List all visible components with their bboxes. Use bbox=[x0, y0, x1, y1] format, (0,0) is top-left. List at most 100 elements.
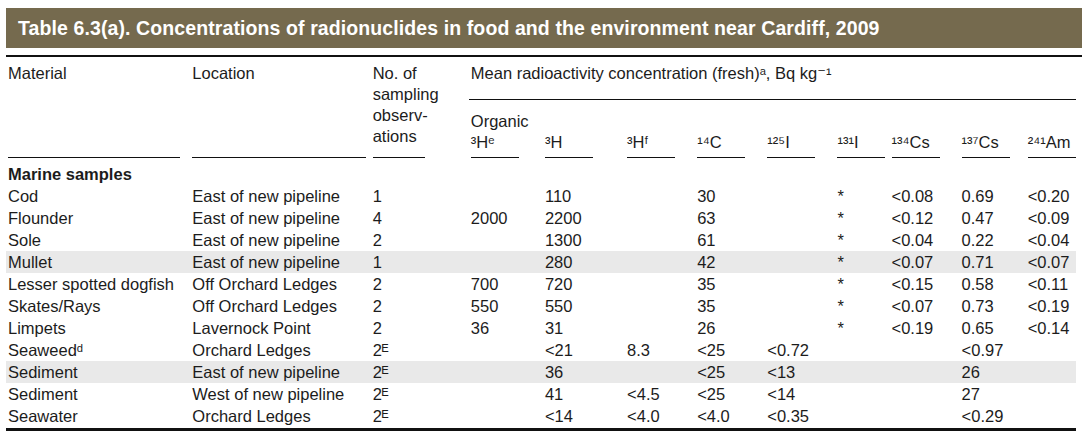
value-cell: <25 bbox=[695, 361, 765, 383]
section-row-marine-samples: Marine samples bbox=[6, 161, 1076, 185]
value-cell bbox=[1026, 405, 1076, 427]
value-cell: 1300 bbox=[543, 229, 625, 251]
table-row: Skates/RaysOff Orchard Ledges255055035*<… bbox=[6, 295, 1076, 317]
header-underline bbox=[8, 157, 180, 159]
value-cell: 550 bbox=[543, 295, 625, 317]
value-cell: <0.35 bbox=[765, 405, 835, 427]
column-header-134cs: ¹³⁴Cs bbox=[890, 99, 960, 161]
table-row: MulletEast of new pipeline128042*<0.070.… bbox=[6, 251, 1076, 273]
value-cell bbox=[765, 251, 835, 273]
table-row: SeawaterOrchard Ledges2ᴱ<14<4.0<4.0<0.35… bbox=[6, 405, 1076, 427]
value-cell: * bbox=[835, 229, 889, 251]
observations-cell: 2ᴱ bbox=[371, 339, 469, 361]
value-cell: <14 bbox=[765, 383, 835, 405]
value-cell bbox=[765, 295, 835, 317]
table-row: LimpetsLavernock Point2363126*<0.190.65<… bbox=[6, 317, 1076, 339]
table-row: SoleEast of new pipeline2130061*<0.040.2… bbox=[6, 229, 1076, 251]
value-cell bbox=[765, 229, 835, 251]
column-header-14c: ¹⁴C bbox=[695, 99, 765, 161]
location-cell: East of new pipeline bbox=[190, 207, 370, 229]
material-cell: Cod bbox=[6, 185, 190, 207]
location-cell: Orchard Ledges bbox=[190, 339, 370, 361]
value-cell bbox=[625, 361, 695, 383]
column-header-material-label: Material bbox=[8, 63, 188, 84]
value-cell: <0.29 bbox=[960, 405, 1026, 427]
value-cell bbox=[890, 383, 960, 405]
radionuclides-table: Material Location No. of sampling observ… bbox=[6, 57, 1076, 427]
observations-cell: 4 bbox=[371, 207, 469, 229]
value-cell bbox=[835, 405, 889, 427]
material-cell: Sediment bbox=[6, 361, 190, 383]
observations-cell: 2ᴱ bbox=[371, 361, 469, 383]
value-cell bbox=[469, 251, 543, 273]
column-header-125i: ¹²⁵I bbox=[765, 99, 835, 161]
value-cell bbox=[1026, 361, 1076, 383]
value-cell: <21 bbox=[543, 339, 625, 361]
material-cell: Seawater bbox=[6, 405, 190, 427]
observations-cell: 1 bbox=[371, 185, 469, 207]
value-cell: 0.47 bbox=[960, 207, 1026, 229]
material-cell: Flounder bbox=[6, 207, 190, 229]
value-cell: 2200 bbox=[543, 207, 625, 229]
value-cell bbox=[835, 383, 889, 405]
header-underline bbox=[697, 157, 745, 159]
value-cell: * bbox=[835, 185, 889, 207]
table-row: SedimentEast of new pipeline2ᴱ36<25<1326 bbox=[6, 361, 1076, 383]
value-cell: <0.72 bbox=[765, 339, 835, 361]
value-cell: <0.07 bbox=[890, 251, 960, 273]
header-underline bbox=[471, 157, 519, 159]
value-cell: 42 bbox=[695, 251, 765, 273]
column-header-3hf: ³Hᶠ bbox=[625, 99, 695, 161]
observations-cell: 2 bbox=[371, 229, 469, 251]
value-cell bbox=[765, 207, 835, 229]
value-cell: 8.3 bbox=[625, 339, 695, 361]
table-title: Table 6.3(a). Concentrations of radionuc… bbox=[18, 17, 880, 40]
value-cell: <0.19 bbox=[890, 317, 960, 339]
header-underline bbox=[1028, 157, 1076, 159]
header-underline bbox=[545, 157, 593, 159]
observations-cell: 1 bbox=[371, 251, 469, 273]
column-header-observations-label: No. of sampling observ- ations bbox=[373, 63, 467, 147]
header-underline bbox=[767, 157, 815, 159]
value-cell: * bbox=[835, 295, 889, 317]
value-cell: <0.15 bbox=[890, 273, 960, 295]
value-cell bbox=[890, 339, 960, 361]
value-cell bbox=[469, 185, 543, 207]
value-cell bbox=[625, 251, 695, 273]
value-cell bbox=[625, 317, 695, 339]
value-cell: <4.0 bbox=[695, 405, 765, 427]
table-row: FlounderEast of new pipeline42000220063*… bbox=[6, 207, 1076, 229]
value-cell: 36 bbox=[543, 361, 625, 383]
value-cell: <0.07 bbox=[1026, 251, 1076, 273]
table-row: Lesser spotted dogfishOff Orchard Ledges… bbox=[6, 273, 1076, 295]
location-cell: East of new pipeline bbox=[190, 185, 370, 207]
value-cell: 26 bbox=[695, 317, 765, 339]
location-cell: East of new pipeline bbox=[190, 251, 370, 273]
column-header-location: Location bbox=[190, 57, 370, 161]
column-header-organic-3h: Organic ³Hᵉ bbox=[469, 99, 543, 161]
value-cell: 35 bbox=[695, 273, 765, 295]
value-cell bbox=[469, 339, 543, 361]
bottom-rule bbox=[6, 428, 1076, 431]
value-cell: 2000 bbox=[469, 207, 543, 229]
table-row: SeaweedᵈOrchard Ledges2ᴱ<218.3<25<0.72<0… bbox=[6, 339, 1076, 361]
column-header-location-label: Location bbox=[192, 63, 368, 84]
value-cell bbox=[835, 339, 889, 361]
value-cell bbox=[835, 361, 889, 383]
material-cell: Lesser spotted dogfish bbox=[6, 273, 190, 295]
column-header-131i: ¹³¹I bbox=[835, 99, 889, 161]
table-title-bar: Table 6.3(a). Concentrations of radionuc… bbox=[6, 8, 1082, 48]
location-cell: West of new pipeline bbox=[190, 383, 370, 405]
table-header: Material Location No. of sampling observ… bbox=[6, 57, 1076, 161]
value-cell: 280 bbox=[543, 251, 625, 273]
material-cell: Limpets bbox=[6, 317, 190, 339]
value-cell: 0.69 bbox=[960, 185, 1026, 207]
value-cell bbox=[469, 361, 543, 383]
value-cell bbox=[625, 185, 695, 207]
value-cell bbox=[625, 273, 695, 295]
material-cell: Seaweedᵈ bbox=[6, 339, 190, 361]
value-cell: 63 bbox=[695, 207, 765, 229]
value-cell bbox=[1026, 383, 1076, 405]
value-cell: <0.97 bbox=[960, 339, 1026, 361]
column-header-241am: ²⁴¹Am bbox=[1026, 99, 1076, 161]
